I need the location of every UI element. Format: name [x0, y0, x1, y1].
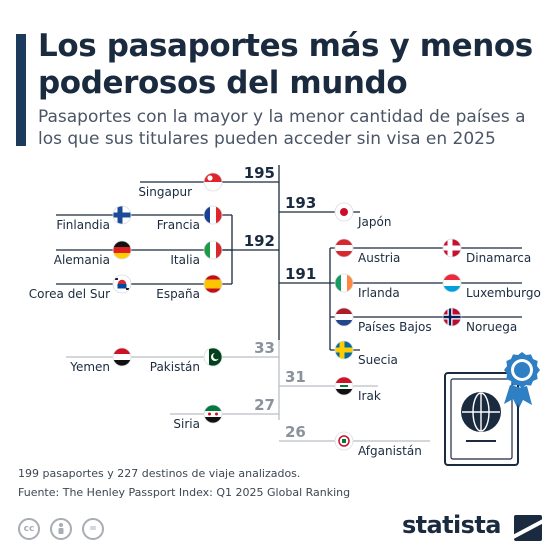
passport-icon — [444, 372, 519, 466]
country-label: Irlanda — [358, 286, 400, 300]
flag-icon — [112, 240, 132, 260]
page-subtitle: Pasaportes con la mayor y la menor canti… — [38, 107, 526, 149]
flag-icon — [112, 274, 132, 294]
flag-icon — [334, 376, 354, 396]
brand-logo[interactable]: statista — [402, 511, 501, 539]
country-label: Dinamarca — [466, 251, 531, 265]
flag-icon — [112, 347, 132, 367]
flag-icon — [334, 202, 354, 222]
value-label: 27 — [254, 396, 275, 414]
country-label: España — [156, 287, 200, 301]
flag-icon — [442, 307, 462, 327]
flag-icon — [112, 205, 132, 225]
flag-icon — [334, 307, 354, 327]
flag-icon — [334, 273, 354, 293]
country-label: Finlandia — [56, 218, 110, 232]
flag-icon — [203, 347, 223, 367]
flag-icon — [334, 340, 354, 360]
value-label: 195 — [244, 164, 275, 182]
flag-icon — [203, 240, 223, 260]
country-label: Singapur — [138, 185, 192, 199]
value-label: 33 — [254, 339, 275, 357]
flag-icon — [203, 274, 223, 294]
flag-icon — [442, 273, 462, 293]
country-label: Pakistán — [150, 360, 200, 374]
value-label: 192 — [244, 232, 275, 250]
cc-icon: cc — [18, 518, 40, 540]
country-label: Siria — [173, 417, 200, 431]
country-label: Corea del Sur — [29, 287, 110, 301]
title-accent-bar — [16, 34, 26, 146]
flag-icon — [334, 238, 354, 258]
equal-icon: = — [82, 518, 104, 540]
value-label: 31 — [285, 368, 306, 386]
country-label: Austria — [358, 251, 400, 265]
flag-icon — [334, 431, 354, 451]
brand-name: statista — [402, 511, 501, 539]
country-label: Luxemburgo — [466, 286, 541, 300]
country-label: Yemen — [69, 360, 110, 374]
flag-icon — [203, 404, 223, 424]
analysis-note: 199 pasaportes y 227 destinos de viaje a… — [18, 467, 301, 480]
person-glyph — [58, 523, 64, 534]
country-label: Noruega — [466, 320, 517, 334]
country-label: Irak — [358, 389, 381, 403]
value-label: 193 — [285, 194, 316, 212]
country-label: Afganistán — [358, 444, 422, 458]
person-icon — [50, 518, 72, 540]
brand-mark-icon — [514, 515, 542, 541]
country-label: Japón — [357, 215, 391, 229]
value-label: 26 — [285, 423, 306, 441]
flag-icon — [203, 172, 223, 192]
flag-icon — [442, 238, 462, 258]
country-label: Alemania — [54, 253, 110, 267]
source-note: Fuente: The Henley Passport Index: Q1 20… — [18, 486, 351, 499]
page-title: Los pasaportes más y menos poderosos del… — [38, 28, 533, 101]
country-label: Suecia — [358, 353, 398, 367]
country-label: Italia — [170, 253, 200, 267]
rosette-badge-icon — [504, 352, 540, 408]
flag-icon — [203, 205, 223, 225]
country-label: Países Bajos — [358, 320, 432, 334]
country-label: Francia — [157, 218, 200, 232]
value-label: 191 — [285, 265, 316, 283]
